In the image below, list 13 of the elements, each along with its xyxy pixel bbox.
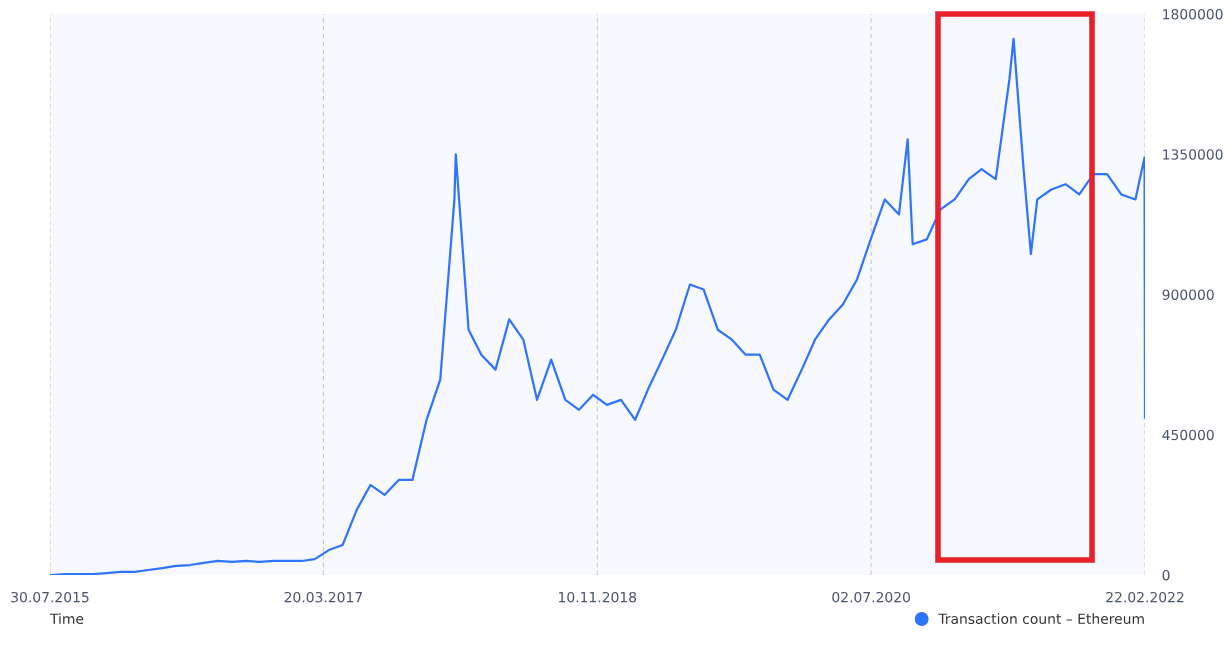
x-tick-label: 10.11.2018 bbox=[559, 591, 637, 603]
legend-label: Transaction count – Ethereum bbox=[938, 613, 1144, 625]
y-tick-label: 900000 bbox=[1162, 289, 1214, 300]
x-tick-label: 22.02.2022 bbox=[1106, 591, 1184, 603]
line-series bbox=[50, 37, 1145, 575]
x-tick-label: 30.07.2015 bbox=[11, 591, 89, 603]
y-tick-label: 0 bbox=[1162, 569, 1170, 581]
x-tick-label: 02.07.2020 bbox=[832, 591, 910, 603]
y-tick-label: 1350000 bbox=[1163, 149, 1223, 160]
y-tick-label: 1800000 bbox=[1163, 8, 1223, 20]
y-tick-label: 450000 bbox=[1162, 429, 1214, 441]
x-axis-title: Time bbox=[49, 613, 84, 625]
x-tick-label: 20.03.2017 bbox=[284, 591, 362, 603]
